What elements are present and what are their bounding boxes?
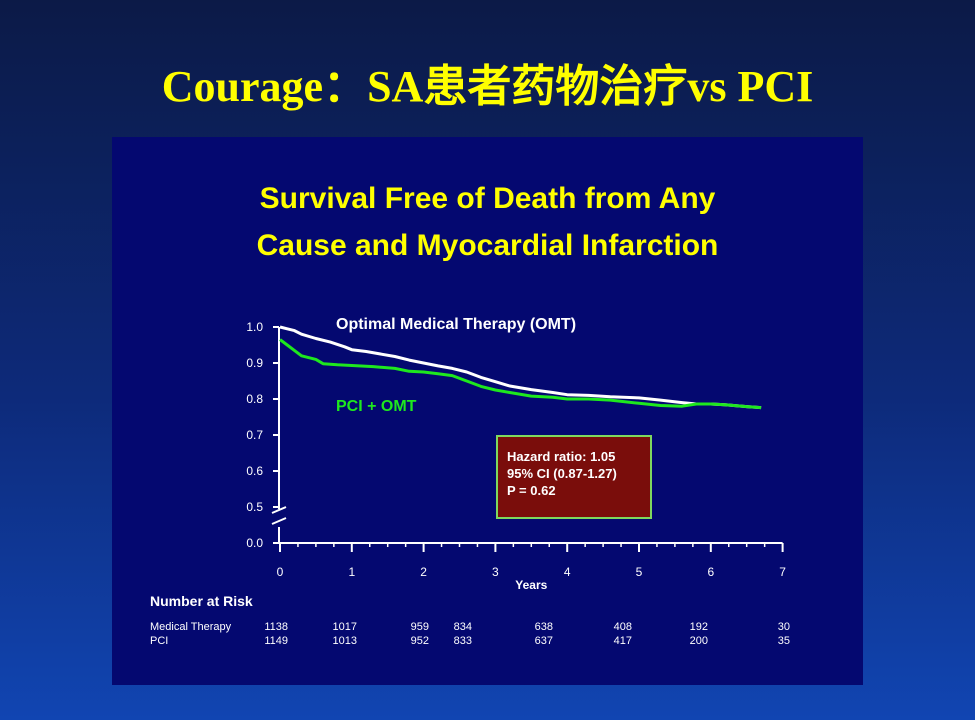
p-value-line: P = 0.62 [507,483,556,498]
x-tick-label: 4 [564,565,571,579]
risk-cell: 200 [690,635,708,647]
y-tick-label: 0.6 [246,464,263,478]
y-tick-label: 0.7 [246,428,263,442]
x-tick-label: 6 [707,565,714,579]
y-tick-label: 0.8 [246,392,263,406]
y-tick-label: 1.0 [246,320,263,334]
chart-panel: Survival Free of Death from Any Cause an… [112,137,863,685]
omt-survival-line [279,325,762,410]
survival-chart: 0.0 0.5 0.6 0.7 0.8 0.9 1.0 0 1 2 3 4 5 6 7 Years Optima… [150,316,790,647]
x-axis-label: Years [515,578,547,592]
axis-break-icon [271,506,287,525]
hazard-ratio-line: Hazard ratio: 1.05 [507,449,616,464]
risk-cell: 959 [411,621,429,633]
hazard-ratio-box: Hazard ratio: 1.05 95% CI (0.87-1.27) P … [496,435,652,519]
risk-cell: 1017 [333,621,357,633]
x-tick-label: 7 [779,565,786,579]
risk-cell: 30 [778,621,790,633]
risk-cell: 1013 [333,635,357,647]
risk-cell: 1149 [264,635,288,647]
x-tick-label: 1 [348,565,355,579]
x-tick-label: 0 [277,565,284,579]
pci-survival-line [279,338,762,410]
y-tick-label: 0.9 [246,356,263,370]
risk-cell: 417 [614,635,632,647]
risk-cell: 192 [690,621,708,633]
risk-cell: 952 [411,635,429,647]
chart-title: Survival Free of Death from Any Cause an… [112,175,863,269]
risk-cell: 1138 [264,621,288,633]
risk-cell: 834 [454,621,472,633]
slide-title: Courage：SA患者药物治疗vs PCI [161,62,814,111]
confidence-interval-line: 95% CI (0.87-1.27) [507,466,617,481]
risk-cell: 35 [778,635,790,647]
omt-series-label: Optimal Medical Therapy (OMT) [336,316,576,333]
risk-cell: 833 [454,635,472,647]
risk-cell: 637 [535,635,553,647]
risk-cell: 408 [614,621,632,633]
chart-title-line-2: Cause and Myocardial Infarction [256,229,719,262]
x-tick-label: 5 [636,565,643,579]
risk-cell: 638 [535,621,553,633]
y-tick-label: 0.5 [246,500,263,514]
pci-series-label: PCI + OMT [336,398,417,415]
x-tick-label: 2 [420,565,427,579]
risk-row-label-pci: PCI [150,635,168,647]
number-at-risk-header: Number at Risk [150,593,253,609]
x-tick-label: 3 [492,565,499,579]
risk-row-label-medical: Medical Therapy [150,621,232,633]
y-tick-label: 0.0 [246,536,263,550]
chart-title-line-1: Survival Free of Death from Any [259,182,716,215]
